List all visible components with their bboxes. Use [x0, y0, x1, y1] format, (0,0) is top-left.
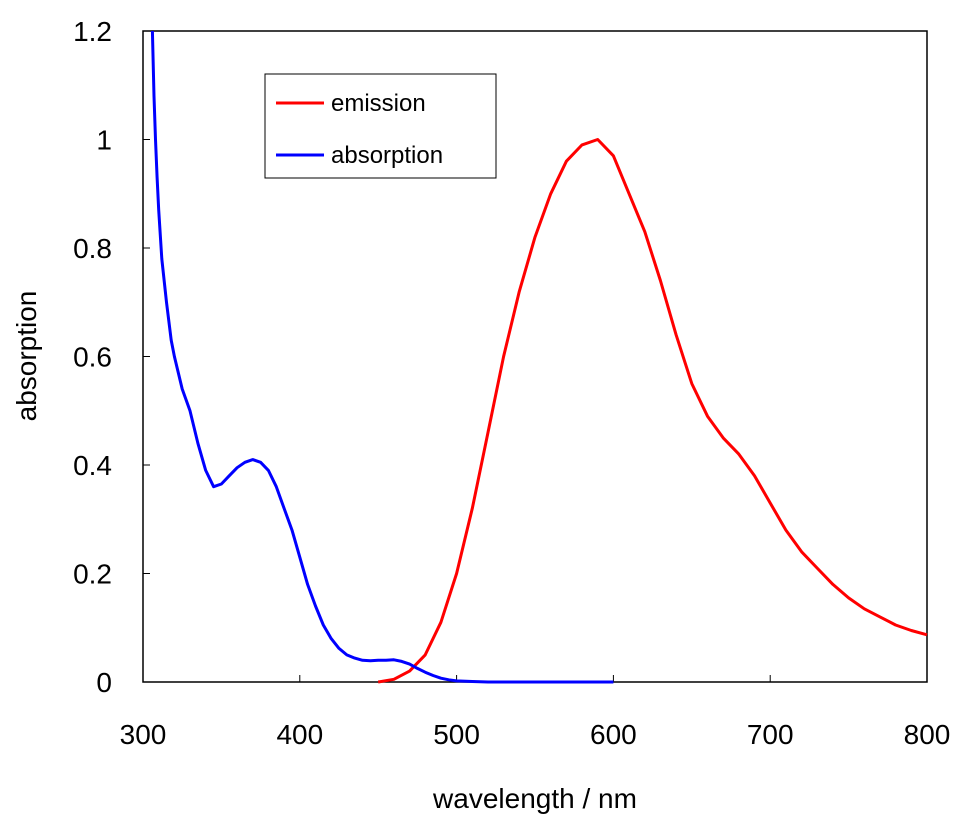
x-tick-label: 700 — [747, 719, 794, 750]
y-tick-label: 0.4 — [73, 450, 112, 481]
legend-label-emission: emission — [331, 90, 426, 117]
legend: emission absorption — [264, 73, 497, 179]
y-tick-label: 0.2 — [73, 559, 112, 590]
x-tick-label: 500 — [433, 719, 480, 750]
y-axis-title: absorption — [11, 291, 42, 422]
y-tick-label: 0.6 — [73, 342, 112, 373]
legend-box — [264, 73, 497, 179]
x-tick-label: 800 — [904, 719, 951, 750]
x-tick-label: 300 — [120, 719, 167, 750]
plot-area — [142, 30, 928, 683]
y-tick-label: 0 — [96, 667, 112, 698]
legend-label-absorption: absorption — [331, 142, 443, 169]
y-tick-label: 0.8 — [73, 233, 112, 264]
series-line-absorption — [150, 30, 614, 684]
y-tick-label: 1 — [96, 125, 112, 156]
y-tick-label: 1.2 — [73, 16, 112, 47]
series-layer — [150, 30, 928, 684]
series-line-emission — [377, 138, 928, 684]
x-tick-label: 400 — [276, 719, 323, 750]
x-tick-label: 600 — [590, 719, 637, 750]
x-axis-title: wavelength / nm — [432, 783, 637, 814]
tick-labels: 300 400 500 600 700 800 0 0.2 0.4 0.6 0.8 1 1.2 — [73, 16, 950, 750]
